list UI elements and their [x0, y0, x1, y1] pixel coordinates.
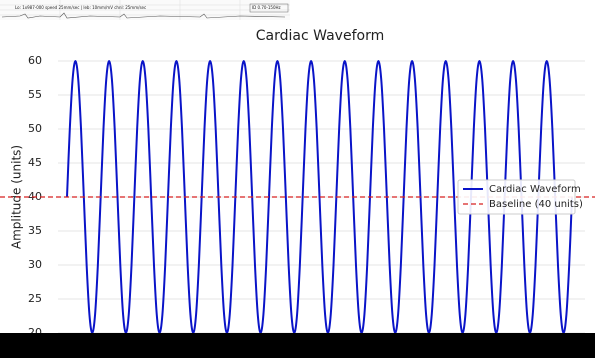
black-bar	[0, 333, 595, 358]
y-tick-label: 50	[28, 122, 42, 135]
y-tick-label: 25	[28, 292, 42, 305]
y-tick-label: 45	[28, 156, 42, 169]
chart-title: Cardiac Waveform	[256, 28, 384, 44]
y-tick-label: 60	[28, 54, 42, 67]
strip-caption: Lo: 1x987-000 speed 25mm/sec | leb: 10mm…	[15, 5, 146, 10]
y-tick-label: 55	[28, 88, 42, 101]
legend-label: Baseline (40 units)	[489, 199, 583, 210]
screen: Lo: 1x987-000 speed 25mm/sec | leb: 10mm…	[0, 0, 595, 358]
y-tick-label: 35	[28, 224, 42, 237]
strip-filter: ID 0.70-150Hz	[252, 5, 281, 10]
ecg-strip: Lo: 1x987-000 speed 25mm/sec | leb: 10mm…	[0, 0, 290, 20]
y-tick-label: 30	[28, 258, 42, 271]
legend-label: Cardiac Waveform	[489, 184, 581, 195]
